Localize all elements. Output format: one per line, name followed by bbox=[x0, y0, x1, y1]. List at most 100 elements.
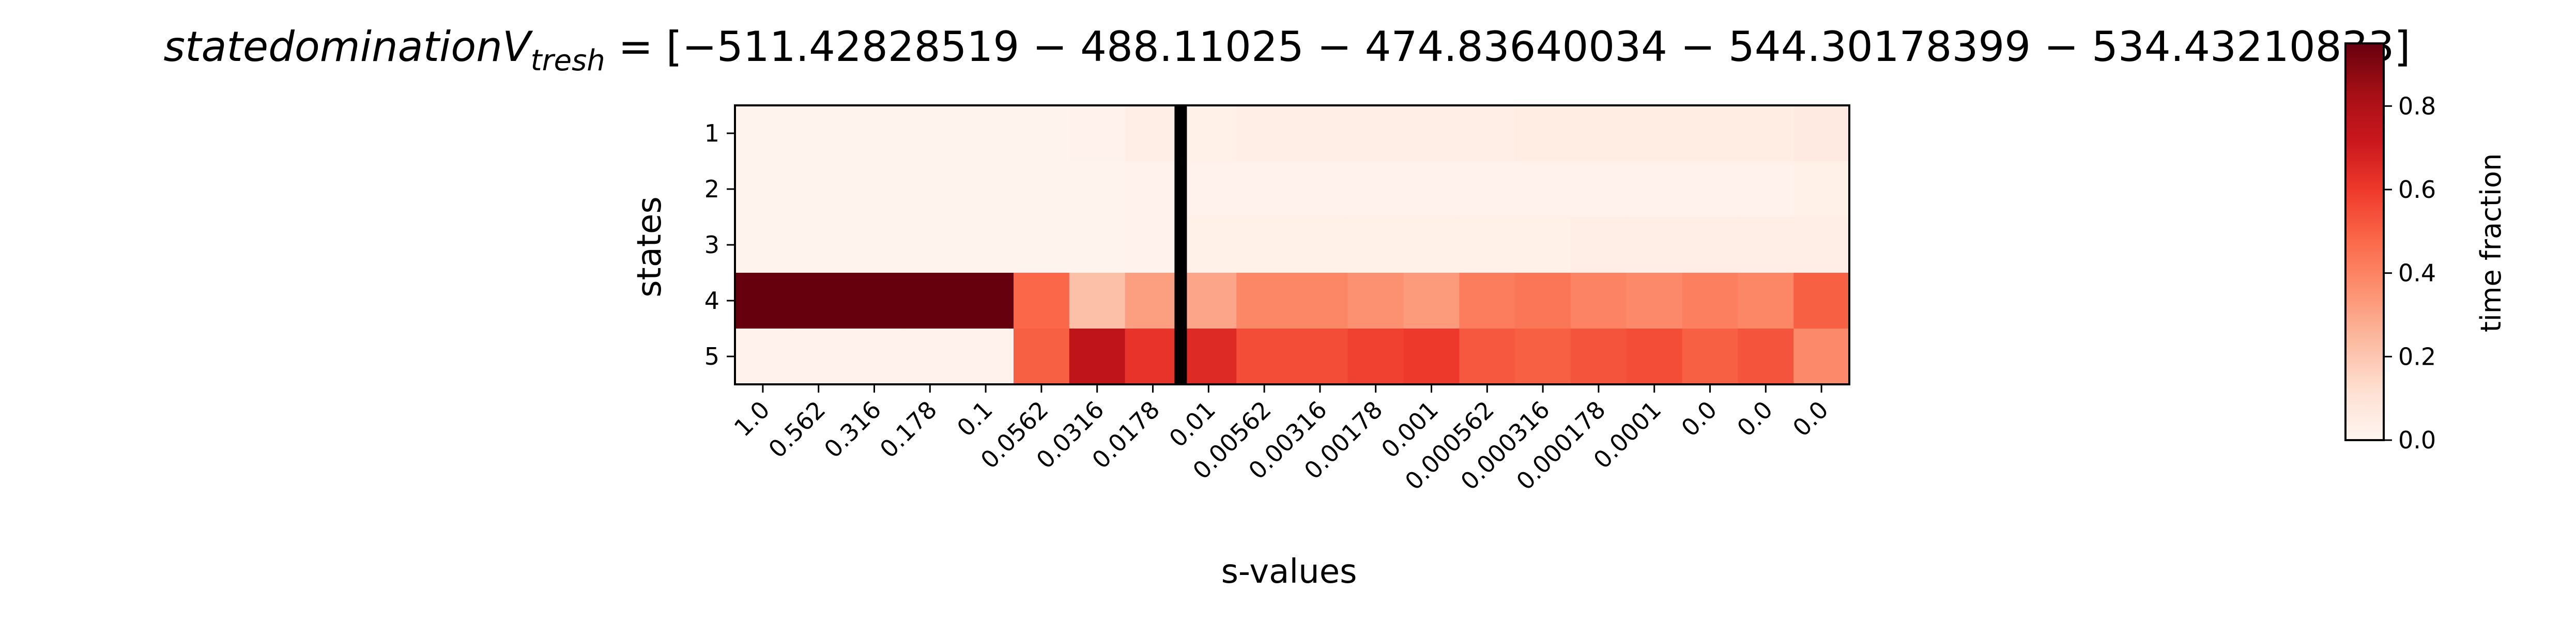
heatmap-cell bbox=[1682, 161, 1738, 217]
y-tick-label: 1 bbox=[704, 119, 719, 147]
y-tick-label: 2 bbox=[704, 175, 719, 203]
heatmap-cell bbox=[1515, 105, 1571, 162]
heatmap-cell bbox=[1403, 161, 1460, 217]
x-tick-label: 0.0 bbox=[1676, 396, 1722, 442]
heatmap-cell bbox=[1403, 217, 1460, 273]
heatmap-cell bbox=[958, 273, 1014, 329]
heatmap-cell bbox=[735, 329, 791, 385]
heatmap-cell bbox=[1515, 217, 1571, 273]
heatmap-cell bbox=[1459, 273, 1515, 329]
heatmap-cell bbox=[846, 105, 902, 162]
heatmap-cell bbox=[1682, 273, 1738, 329]
heatmap-cell bbox=[1125, 161, 1181, 217]
heatmap-cell bbox=[1738, 105, 1794, 162]
colorbar-tick-label: 0.4 bbox=[2398, 259, 2436, 287]
heatmap-cell bbox=[1014, 329, 1070, 385]
heatmap-cell bbox=[1682, 217, 1738, 273]
heatmap-cell bbox=[735, 217, 791, 273]
heatmap-cell bbox=[1069, 161, 1126, 217]
heatmap-cell bbox=[958, 329, 1014, 385]
heatmap-cell bbox=[902, 105, 958, 162]
x-tick-label: 0.316 bbox=[819, 396, 886, 463]
y-tick-label: 5 bbox=[704, 342, 719, 370]
heatmap-cell bbox=[735, 105, 791, 162]
heatmap-cell bbox=[1738, 161, 1794, 217]
heatmap-cell bbox=[1738, 217, 1794, 273]
title-main: statedomination bbox=[163, 23, 502, 71]
heatmap-cell bbox=[1347, 329, 1404, 385]
x-tick-label: 0.178 bbox=[875, 396, 942, 463]
heatmap-cell bbox=[1515, 273, 1571, 329]
colorbar-tick-label: 0.8 bbox=[2398, 92, 2436, 120]
heatmap-cell bbox=[1292, 217, 1348, 273]
heatmap-cell bbox=[1347, 105, 1404, 162]
heatmap-cell bbox=[846, 161, 902, 217]
heatmap-cell bbox=[1571, 329, 1627, 385]
heatmap-cell bbox=[1515, 161, 1571, 217]
title-sub: tresh bbox=[531, 44, 605, 77]
heatmap-cell bbox=[1069, 105, 1126, 162]
heatmap-cell bbox=[1459, 105, 1515, 162]
heatmap-cell bbox=[1236, 273, 1293, 329]
heatmap-cell bbox=[1292, 273, 1348, 329]
heatmap-cell bbox=[1014, 161, 1070, 217]
heatmap-cell bbox=[1014, 105, 1070, 162]
x-tick-label: 0.562 bbox=[763, 396, 831, 463]
heatmap-cell bbox=[902, 217, 958, 273]
heatmap-cell bbox=[1069, 273, 1126, 329]
x-axis-label: s-values bbox=[1221, 553, 1357, 591]
chart-title: statedominationVtresh = [−511.42828519 −… bbox=[163, 23, 2410, 77]
heatmap-cell bbox=[1014, 273, 1070, 329]
colorbar bbox=[2344, 42, 2385, 441]
heatmap-cell bbox=[1626, 217, 1683, 273]
heatmap-cell bbox=[902, 273, 958, 329]
heatmap-cell bbox=[1515, 329, 1571, 385]
heatmap-cell bbox=[1125, 329, 1181, 385]
title-var: V bbox=[502, 23, 533, 71]
heatmap-cell bbox=[1403, 329, 1460, 385]
heatmap-cell bbox=[1571, 105, 1627, 162]
heatmap-cell bbox=[1626, 329, 1683, 385]
colorbar-tick-label: 0.0 bbox=[2398, 426, 2436, 454]
heatmap-cell bbox=[1236, 329, 1293, 385]
colorbar-ticks: 0.0 0.2 0.4 0.6 0.8 bbox=[2384, 92, 2436, 454]
vertical-marker-line bbox=[1174, 105, 1187, 384]
x-tick-label: 0.0 bbox=[1731, 396, 1778, 442]
heatmap-cell bbox=[1125, 217, 1181, 273]
heatmap-cell bbox=[1069, 217, 1126, 273]
heatmap-cell bbox=[1571, 217, 1627, 273]
heatmap-cell bbox=[846, 217, 902, 273]
heatmap-cell bbox=[1403, 105, 1460, 162]
y-axis-ticks: 1 2 3 4 5 bbox=[704, 119, 735, 370]
heatmap-cell bbox=[958, 217, 1014, 273]
heatmap-cell bbox=[1180, 329, 1237, 385]
heatmap-cell bbox=[1459, 161, 1515, 217]
heatmap-cell bbox=[790, 105, 847, 162]
heatmap-cell bbox=[1125, 273, 1181, 329]
heatmap-cell bbox=[1626, 161, 1683, 217]
heatmap-cell bbox=[1347, 217, 1404, 273]
heatmap-cell bbox=[1793, 329, 1850, 385]
heatmap-cell bbox=[735, 161, 791, 217]
heatmap-cell bbox=[790, 217, 847, 273]
heatmap-cell bbox=[1571, 161, 1627, 217]
colorbar-tick-label: 0.6 bbox=[2398, 176, 2436, 204]
heatmap-cell bbox=[1738, 329, 1794, 385]
heatmap-cell bbox=[958, 105, 1014, 162]
heatmap-cell bbox=[1626, 273, 1683, 329]
heatmap-cell bbox=[1180, 273, 1237, 329]
heatmap-cell bbox=[1347, 161, 1404, 217]
heatmap-cell bbox=[1626, 105, 1683, 162]
x-tick-label: 0.1 bbox=[952, 396, 998, 442]
heatmap-cell bbox=[1347, 273, 1404, 329]
heatmap-cell bbox=[1793, 105, 1850, 162]
heatmap-cell bbox=[1014, 217, 1070, 273]
heatmap-cell bbox=[1403, 273, 1460, 329]
heatmap-cell bbox=[1292, 329, 1348, 385]
heatmap-cell bbox=[1738, 273, 1794, 329]
x-tick-label: 1.0 bbox=[729, 396, 775, 442]
heatmap-cell bbox=[1571, 273, 1627, 329]
heatmap-cell bbox=[1459, 329, 1515, 385]
